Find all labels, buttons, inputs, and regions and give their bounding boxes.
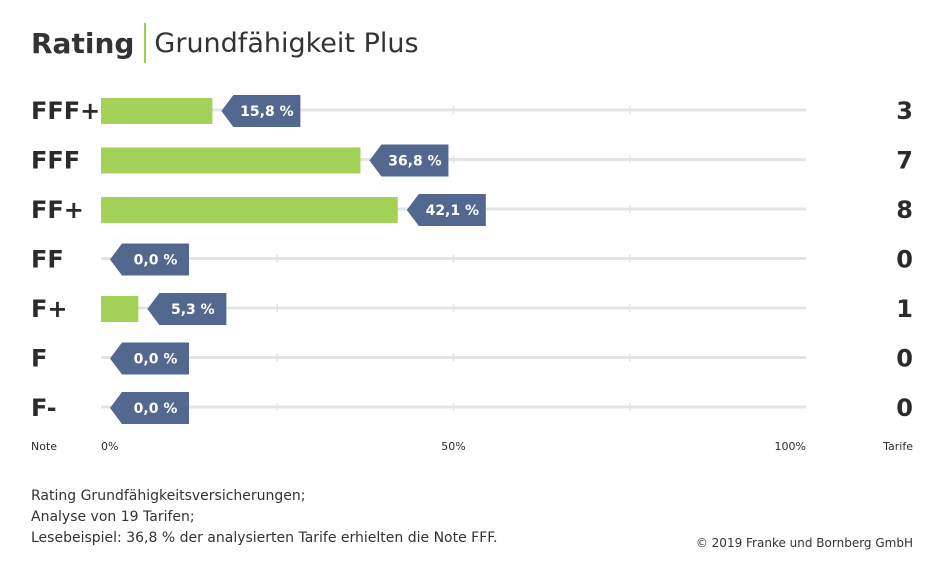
x-tick-label: 100% — [775, 440, 806, 453]
bar — [101, 98, 213, 124]
chart-title-rest: Grundfähigkeit Plus — [154, 27, 419, 59]
category-label: FF+ — [31, 196, 84, 224]
tarif-count: 0 — [896, 246, 913, 274]
category-label: FFF — [31, 147, 80, 175]
footer-note-line: Analyse von 19 Tarifen; — [31, 509, 195, 525]
value-label-tag — [147, 293, 227, 325]
value-label: 42,1 % — [426, 203, 479, 219]
footer-note-line: Lesebeispiel: 36,8 % der analysierten Ta… — [31, 530, 498, 546]
value-label-tag — [110, 243, 189, 276]
category-label: F+ — [31, 295, 68, 323]
tarif-count: 1 — [896, 295, 913, 323]
value-label-tag — [221, 95, 301, 127]
category-label: F — [31, 345, 47, 373]
value-label: 15,8 % — [240, 104, 293, 120]
footer-note-line: Rating Grundfähigkeitsversicherungen; — [31, 488, 306, 504]
value-label: 0,0 % — [134, 352, 178, 368]
chart-header: Rating Grundfähigkeit Plus — [31, 20, 419, 66]
value-label-tag — [406, 194, 486, 226]
tarif-count: 8 — [896, 196, 913, 224]
value-label: 0,0 % — [134, 401, 178, 417]
bar — [101, 197, 398, 223]
category-label: FF — [31, 246, 64, 274]
value-label: 0,0 % — [134, 253, 178, 269]
tarif-count: 7 — [896, 147, 913, 175]
category-label: F- — [31, 394, 57, 422]
axis-label-tarife: Tarife — [882, 440, 913, 453]
value-label: 36,8 % — [388, 154, 441, 170]
copyright: © 2019 Franke und Bornberg GmbH — [695, 536, 913, 550]
title-divider — [144, 23, 147, 63]
bar — [101, 296, 139, 322]
axis-label-note: Note — [31, 440, 57, 453]
value-label: 5,3 % — [171, 302, 215, 318]
value-label-tag — [110, 342, 189, 375]
tarif-count: 3 — [896, 97, 913, 125]
footer-notes: Rating Grundfähigkeitsversicherungen; An… — [31, 486, 498, 549]
chart-title-bold: Rating — [31, 26, 135, 60]
category-label: FFF+ — [31, 97, 100, 125]
x-tick-label: 0% — [101, 440, 118, 453]
tarif-count: 0 — [896, 394, 913, 422]
value-label-tag — [369, 144, 449, 177]
x-tick-label: 50% — [441, 440, 465, 453]
value-label-tag — [110, 392, 189, 424]
tarif-count: 0 — [896, 345, 913, 373]
bar — [101, 147, 361, 174]
